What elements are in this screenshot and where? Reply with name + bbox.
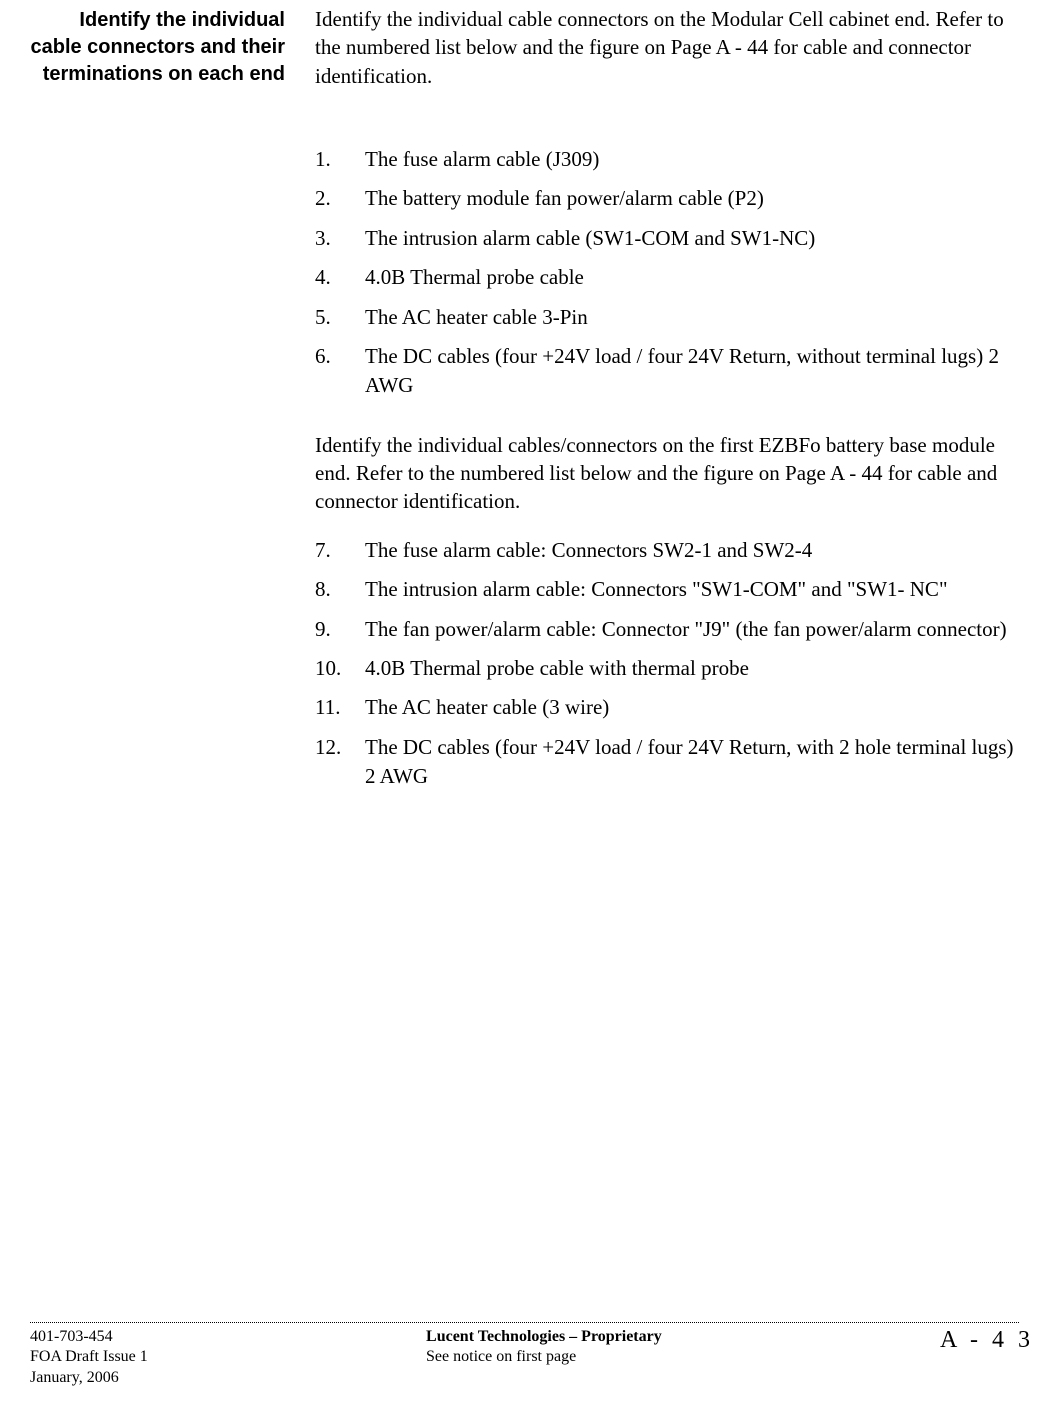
list-item: 4.0B Thermal probe cable with thermal pr…: [315, 654, 1019, 683]
list-item: The DC cables (four +24V load / four 24V…: [315, 733, 1019, 792]
cable-list-2: The fuse alarm cable: Connectors SW2-1 a…: [315, 536, 1019, 792]
notice-text: See notice on first page: [426, 1347, 662, 1368]
body-column: Identify the individual cable connectors…: [315, 5, 1029, 802]
doc-number: 401-703-454: [30, 1327, 148, 1348]
list-item: The AC heater cable (3 wire): [315, 693, 1019, 722]
page-number: A - 4 3: [940, 1327, 1034, 1354]
footer-center: Lucent Technologies – Proprietary See no…: [426, 1327, 662, 1369]
list-item: The fan power/alarm cable: Connector "J9…: [315, 615, 1019, 644]
footer-rule: [30, 1322, 1019, 1323]
list-item: The AC heater cable 3-Pin: [315, 303, 1019, 332]
list-item: The intrusion alarm cable (SW1-COM and S…: [315, 224, 1019, 253]
list-item: The fuse alarm cable: Connectors SW2-1 a…: [315, 536, 1019, 565]
list-item: 4.0B Thermal probe cable: [315, 263, 1019, 292]
company-proprietary: Lucent Technologies – Proprietary: [426, 1327, 662, 1348]
list-item: The DC cables (four +24V load / four 24V…: [315, 342, 1019, 401]
doc-issue: FOA Draft Issue 1: [30, 1347, 148, 1368]
intro-paragraph-1: Identify the individual cable connectors…: [315, 5, 1019, 90]
mid-paragraph: Identify the individual cables/connector…: [315, 431, 1019, 516]
list-item: The battery module fan power/alarm cable…: [315, 184, 1019, 213]
content-row: Identify the individual cable connectors…: [30, 5, 1029, 802]
page: Identify the individual cable connectors…: [0, 0, 1049, 1409]
side-heading: Identify the individual cable connectors…: [30, 5, 285, 802]
page-footer: 401-703-454 FOA Draft Issue 1 January, 2…: [0, 1322, 1049, 1389]
list-item: The intrusion alarm cable: Connectors "S…: [315, 575, 1019, 604]
list-item: The fuse alarm cable (J309): [315, 145, 1019, 174]
cable-list-1: The fuse alarm cable (J309) The battery …: [315, 145, 1019, 401]
footer-left: 401-703-454 FOA Draft Issue 1 January, 2…: [30, 1327, 148, 1389]
footer-row: 401-703-454 FOA Draft Issue 1 January, 2…: [30, 1327, 1019, 1389]
doc-date: January, 2006: [30, 1368, 148, 1389]
